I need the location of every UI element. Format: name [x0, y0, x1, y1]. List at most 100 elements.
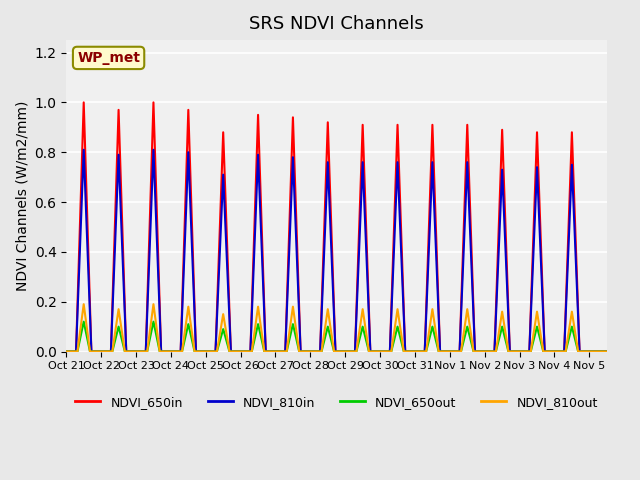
NDVI_650out — [330, 348, 338, 354]
NDVI_810out — [121, 348, 129, 354]
NDVI_650out — [213, 348, 221, 354]
NDVI_810in — [359, 159, 367, 165]
NDVI_650out — [324, 324, 332, 329]
NDVI_810out — [248, 348, 255, 354]
NDVI_810in — [576, 348, 584, 354]
NDVI_650out — [220, 326, 227, 332]
NDVI_650in — [421, 348, 429, 354]
Line: NDVI_810in: NDVI_810in — [67, 150, 607, 351]
NDVI_650in — [367, 348, 374, 354]
NDVI_650in — [246, 348, 254, 354]
NDVI_650out — [353, 348, 360, 354]
NDVI_650out — [429, 324, 436, 329]
NDVI_810in — [324, 159, 332, 165]
NDVI_650in — [157, 348, 165, 354]
NDVI_810in — [506, 348, 514, 354]
NDVI_650out — [86, 348, 94, 354]
NDVI_810out — [254, 304, 262, 310]
NDVI_650out — [400, 348, 408, 354]
NDVI_650out — [248, 348, 255, 354]
NDVI_650out — [150, 319, 157, 324]
NDVI_650in — [254, 112, 262, 118]
NDVI_650out — [457, 348, 465, 354]
NDVI_810in — [429, 159, 436, 165]
NDVI_650in — [525, 348, 533, 354]
NDVI_650in — [429, 122, 436, 128]
NDVI_810in — [212, 348, 220, 354]
NDVI_810out — [574, 348, 582, 354]
NDVI_810out — [422, 348, 430, 354]
NDVI_650in — [212, 348, 220, 354]
NDVI_650in — [351, 348, 359, 354]
NDVI_810out — [353, 348, 360, 354]
NDVI_810in — [192, 348, 200, 354]
NDVI_650in — [456, 348, 463, 354]
NDVI_650in — [499, 127, 506, 132]
NDVI_810out — [394, 306, 401, 312]
NDVI_650in — [80, 99, 88, 105]
NDVI_650in — [324, 120, 332, 125]
NDVI_810in — [332, 348, 339, 354]
Legend: NDVI_650in, NDVI_810in, NDVI_650out, NDVI_810out: NDVI_650in, NDVI_810in, NDVI_650out, NDV… — [70, 391, 603, 414]
NDVI_810in — [63, 348, 70, 354]
NDVI_810out — [150, 301, 157, 307]
NDVI_650in — [576, 348, 584, 354]
NDVI_810in — [491, 348, 499, 354]
NDVI_810in — [177, 348, 184, 354]
NDVI_810out — [213, 348, 221, 354]
NDVI_810out — [400, 348, 408, 354]
NDVI_650in — [359, 122, 367, 128]
NDVI_810out — [324, 306, 332, 312]
NDVI_650out — [435, 348, 442, 354]
NDVI_810out — [191, 348, 198, 354]
NDVI_810in — [107, 348, 115, 354]
NDVI_810in — [421, 348, 429, 354]
NDVI_650out — [296, 348, 303, 354]
NDVI_810out — [457, 348, 465, 354]
NDVI_810out — [178, 348, 186, 354]
NDVI_810out — [220, 312, 227, 317]
NDVI_810out — [184, 304, 192, 310]
NDVI_810out — [429, 306, 436, 312]
NDVI_810out — [226, 348, 234, 354]
NDVI_650out — [527, 348, 534, 354]
NDVI_810in — [367, 348, 374, 354]
NDVI_650in — [386, 348, 394, 354]
NDVI_650in — [603, 348, 611, 354]
NDVI_650in — [463, 122, 471, 128]
NDVI_810out — [143, 348, 151, 354]
NDVI_810in — [463, 159, 471, 165]
NDVI_650out — [387, 348, 395, 354]
NDVI_650in — [227, 348, 235, 354]
NDVI_650out — [359, 324, 367, 329]
NDVI_810in — [533, 164, 541, 170]
NDVI_650in — [297, 348, 305, 354]
NDVI_810in — [150, 147, 157, 153]
NDVI_650in — [533, 130, 541, 135]
NDVI_810in — [456, 348, 463, 354]
NDVI_810in — [282, 348, 289, 354]
NDVI_650in — [192, 348, 200, 354]
NDVI_650out — [156, 348, 164, 354]
NDVI_810in — [142, 348, 150, 354]
NDVI_650in — [491, 348, 499, 354]
NDVI_810out — [435, 348, 442, 354]
NDVI_650out — [80, 319, 88, 324]
NDVI_650in — [142, 348, 150, 354]
NDVI_810out — [115, 306, 122, 312]
NDVI_810out — [527, 348, 534, 354]
NDVI_650out — [422, 348, 430, 354]
NDVI_810in — [316, 348, 324, 354]
NDVI_810out — [289, 304, 297, 310]
NDVI_810in — [220, 172, 227, 178]
NDVI_650out — [470, 348, 477, 354]
NDVI_650out — [603, 348, 611, 354]
NDVI_650in — [262, 348, 269, 354]
NDVI_650in — [568, 130, 576, 135]
NDVI_650in — [332, 348, 339, 354]
NDVI_810in — [184, 149, 192, 155]
NDVI_810in — [541, 348, 548, 354]
NDVI_810out — [359, 306, 367, 312]
NDVI_650in — [63, 348, 70, 354]
NDVI_810in — [401, 348, 409, 354]
